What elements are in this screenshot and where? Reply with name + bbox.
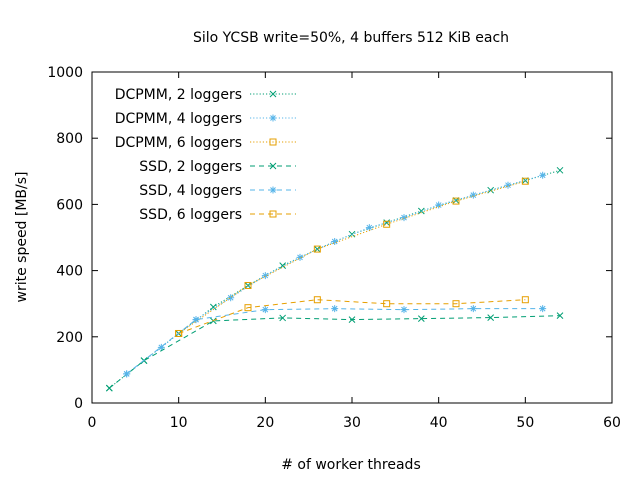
data-point [269, 90, 277, 98]
legend-label: DCPMM, 4 loggers [115, 111, 242, 127]
series-line [109, 169, 561, 389]
series-group [123, 171, 547, 378]
x-axis-label: # of worker threads [281, 457, 421, 473]
data-point [452, 197, 460, 205]
data-point [313, 245, 321, 253]
data-point [123, 370, 131, 378]
legend-item: SSD, 2 loggers [139, 159, 296, 175]
data-point [279, 262, 287, 269]
y-tick-label: 800 [56, 131, 83, 147]
legend-item: DCPMM, 4 loggers [115, 111, 296, 127]
data-point [227, 294, 235, 302]
series-group [123, 305, 547, 378]
data-point [244, 281, 252, 289]
plot-area [105, 166, 564, 392]
series-group [105, 312, 564, 392]
legend-label: SSD, 4 loggers [139, 183, 242, 199]
x-tick-label: 0 [88, 415, 97, 431]
data-point [383, 300, 391, 308]
data-point [157, 343, 165, 351]
data-point [365, 224, 373, 232]
data-point [469, 305, 477, 313]
series-group [175, 177, 529, 337]
data-point [279, 314, 287, 322]
x-tick-label: 40 [430, 415, 448, 431]
data-point [105, 384, 113, 392]
data-point [269, 138, 277, 146]
data-point [269, 186, 277, 194]
data-point [348, 316, 356, 323]
legend-label: SSD, 2 loggers [139, 159, 242, 175]
series-line [126, 308, 543, 375]
data-point [539, 305, 547, 313]
legend-label: DCPMM, 6 loggers [115, 135, 242, 151]
y-axis: 0 200 400 600 800 1000 [47, 65, 612, 412]
y-tick-label: 0 [74, 396, 83, 412]
y-tick-label: 1000 [47, 65, 83, 81]
data-point [504, 181, 512, 189]
chart-title: Silo YCSB write=50%, 4 buffers 512 KiB e… [193, 30, 509, 46]
x-tick-label: 30 [343, 415, 361, 431]
data-point [400, 214, 408, 222]
data-point [469, 191, 477, 199]
y-tick-label: 200 [56, 330, 83, 346]
data-point [383, 220, 391, 228]
data-point [331, 237, 339, 245]
legend-label: DCPMM, 2 loggers [115, 87, 242, 103]
series-group [175, 296, 529, 337]
data-point [556, 166, 564, 174]
x-tick-label: 10 [170, 415, 188, 431]
data-point [521, 296, 529, 304]
data-point [435, 201, 443, 209]
legend-item: SSD, 4 loggers [139, 183, 296, 199]
data-point [539, 171, 547, 179]
data-point [175, 329, 183, 337]
data-point [417, 315, 425, 322]
data-point [452, 300, 460, 308]
series-line [109, 315, 561, 389]
data-point [261, 306, 269, 314]
y-axis-label: write speed [MB/s] [14, 171, 30, 302]
data-point [296, 253, 304, 261]
data-point [400, 306, 408, 314]
series-line [178, 299, 526, 334]
data-point [269, 162, 277, 170]
legend-item: DCPMM, 6 loggers [115, 135, 296, 151]
x-axis: 0 10 20 30 40 50 60 [88, 72, 621, 431]
data-point [331, 305, 339, 313]
y-tick-label: 400 [56, 264, 83, 280]
data-point [313, 245, 321, 253]
data-point [192, 316, 200, 324]
legend-item: SSD, 6 loggers [139, 207, 296, 223]
data-point [487, 314, 495, 321]
legend-label: SSD, 6 loggers [139, 207, 242, 223]
series-group [105, 166, 564, 392]
data-point [269, 114, 277, 122]
data-point [261, 272, 269, 280]
series-line [126, 174, 543, 375]
y-tick-label: 600 [56, 197, 83, 213]
series-line [178, 180, 526, 334]
x-tick-label: 60 [603, 415, 621, 431]
legend: DCPMM, 2 loggers DCPMM, 4 loggers DCPMM, 6… [115, 87, 296, 223]
legend-item: DCPMM, 2 loggers [115, 87, 296, 103]
x-tick-label: 20 [256, 415, 274, 431]
data-point [556, 312, 564, 319]
data-point [244, 304, 252, 312]
data-point [521, 177, 529, 185]
x-tick-label: 50 [516, 415, 534, 431]
data-point [209, 303, 217, 311]
data-point [269, 210, 277, 218]
data-point [313, 296, 321, 304]
